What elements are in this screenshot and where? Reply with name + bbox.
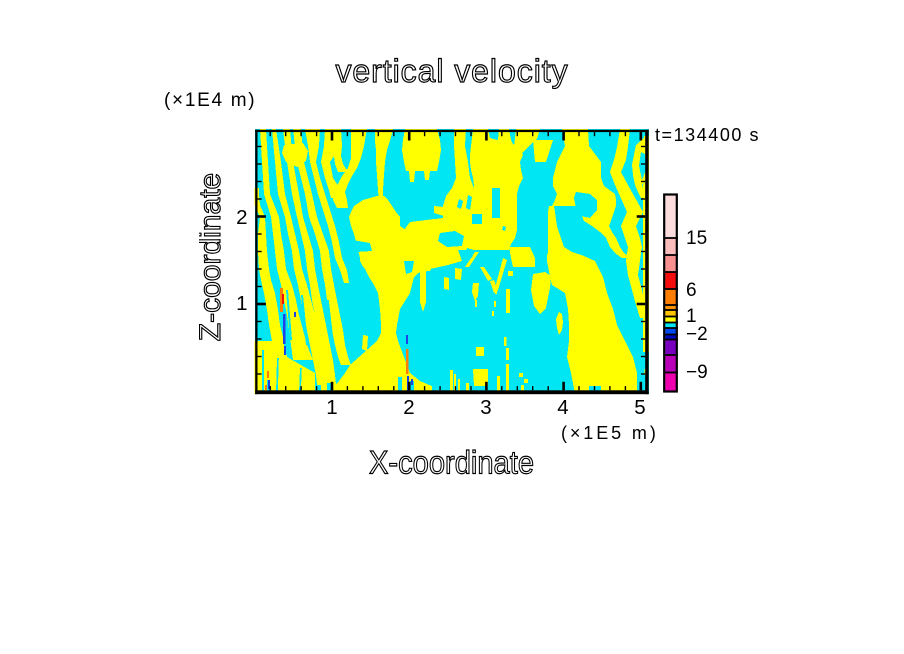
svg-text:X-coordinate: X-coordinate <box>369 445 534 480</box>
svg-text:vertical velocity: vertical velocity <box>335 53 568 89</box>
svg-text:Z-coordinate: Z-coordinate <box>199 173 227 341</box>
